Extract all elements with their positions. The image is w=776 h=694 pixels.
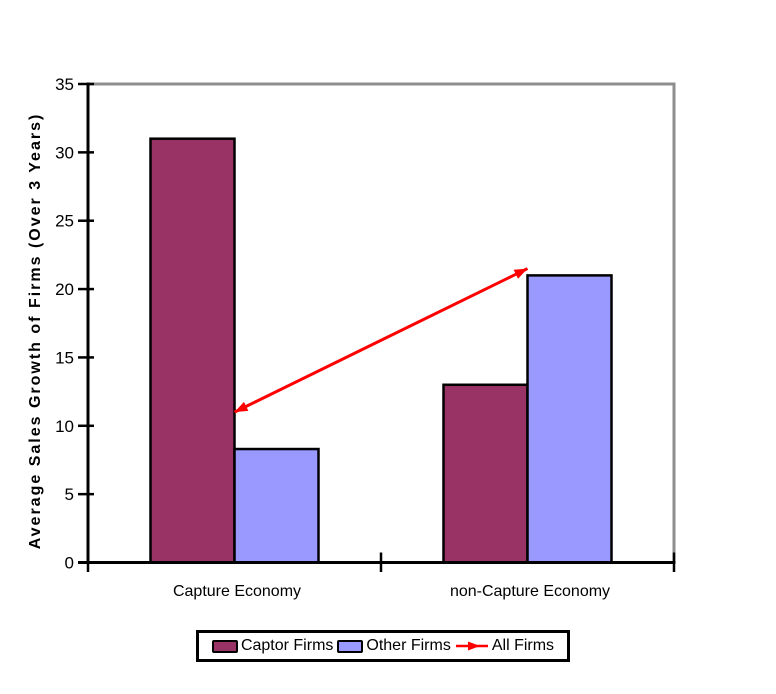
all-firms-arrow-icon	[455, 640, 489, 652]
legend-label-captor-firms: Captor Firms	[240, 637, 334, 654]
all-firms-line	[233, 267, 529, 414]
other-firms-swatch-icon	[337, 639, 364, 653]
legend-item-all-firms: All Firms	[455, 637, 554, 655]
y-tick-label-20: 20	[55, 280, 74, 299]
legend: Captor Firms Other Firms All Firms	[196, 630, 570, 662]
all-firms-arrowhead-start	[234, 401, 249, 413]
y-tick-label-15: 15	[55, 348, 74, 367]
bar-captor-firms-capture-economy	[149, 137, 236, 564]
y-axis-title: Average Sales Growth of Firms (Over 3 Ye…	[27, 112, 44, 550]
bar-captor-firms-non-capture-economy	[442, 383, 529, 564]
legend-label-other-firms: Other Firms	[366, 637, 451, 654]
y-tick-label-10: 10	[55, 417, 74, 436]
y-tick-label-35: 35	[55, 75, 74, 94]
bar-other-firms-capture-economy	[233, 447, 320, 564]
y-tick-label-5: 5	[65, 485, 74, 504]
captor-firms-swatch-icon	[211, 639, 238, 653]
legend-label-all-firms: All Firms	[491, 637, 555, 654]
all-firms-arrowhead-end	[513, 268, 528, 279]
bar-other-firms-non-capture-economy	[526, 274, 613, 564]
legend-item-captor-firms: Captor Firms	[211, 637, 334, 655]
x-category-label-capture-economy: Capture Economy	[172, 583, 302, 600]
y-tick-label-25: 25	[55, 212, 74, 231]
y-tick-label-30: 30	[55, 143, 74, 162]
x-category-label-non-capture-economy: non-Capture Economy	[449, 583, 611, 600]
y-tick-label-0: 0	[65, 554, 74, 573]
legend-item-other-firms: Other Firms	[337, 637, 451, 655]
